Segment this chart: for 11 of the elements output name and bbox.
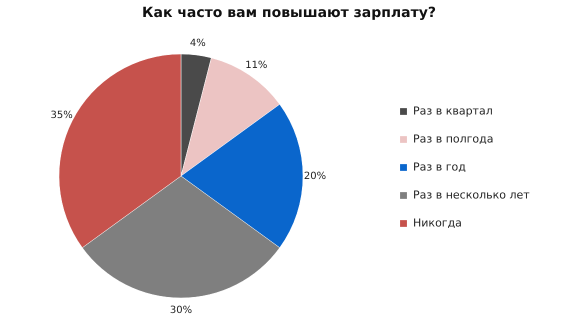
- chart-title: Как часто вам повышают зарплату?: [142, 5, 436, 22]
- data-label: 11%: [245, 60, 268, 72]
- legend-label: Раз в полгода: [413, 132, 494, 146]
- legend-label: Раз в год: [413, 160, 466, 174]
- data-label: 20%: [304, 171, 326, 182]
- legend-label: Никогда: [413, 216, 462, 230]
- data-label: 35%: [50, 110, 73, 122]
- legend-label: Раз в квартал: [413, 104, 493, 118]
- legend-label: Раз в несколько лет: [413, 188, 530, 202]
- data-label: 4%: [190, 38, 206, 50]
- data-label: 30%: [170, 305, 192, 316]
